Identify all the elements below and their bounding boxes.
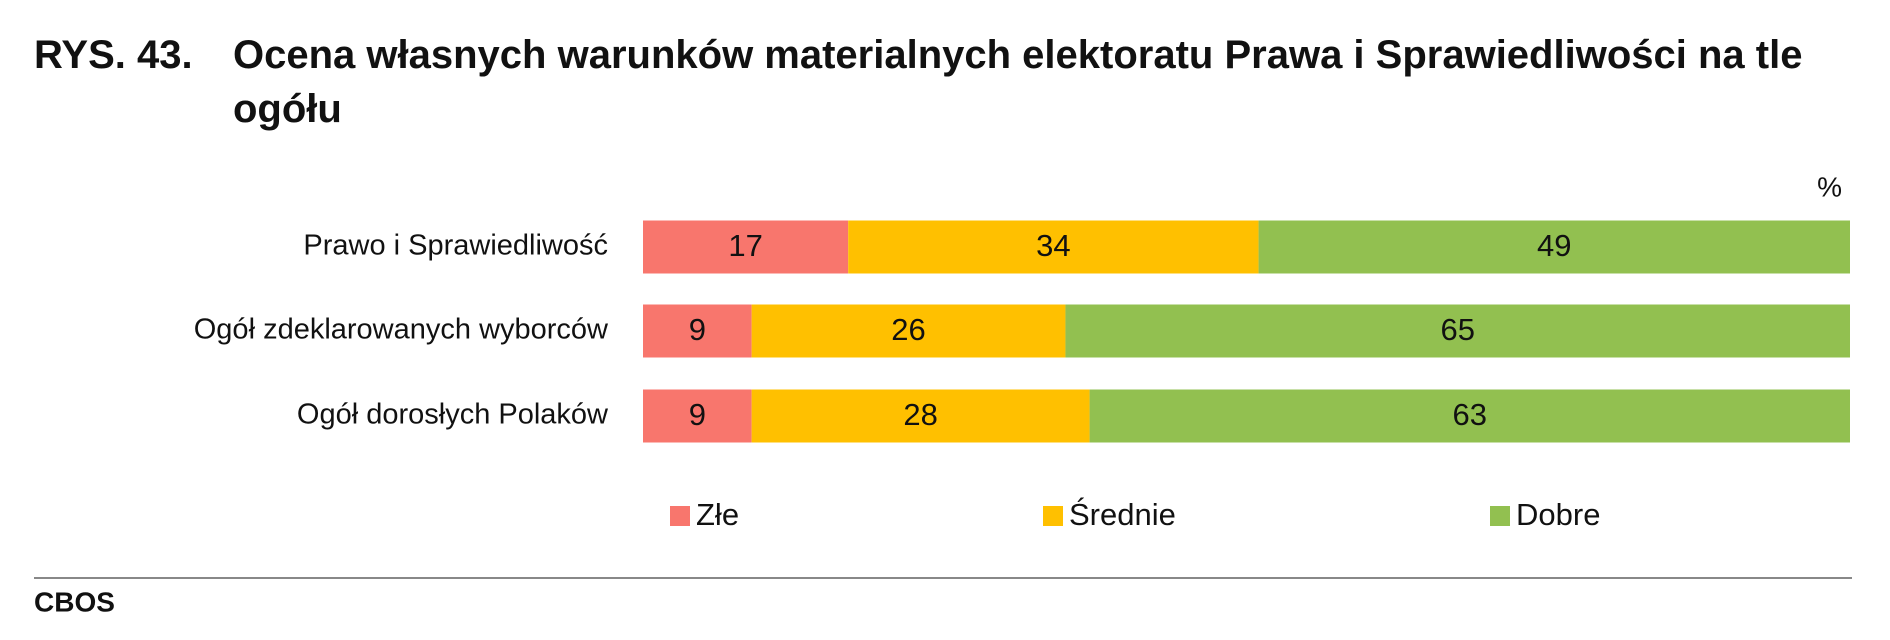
legend-label: Średnie [1069,496,1176,532]
category-label: Ogół zdeklarowanych wyborców [194,314,609,346]
bar-segment [643,304,752,358]
legend-swatch [1043,506,1063,526]
bar-segment [1065,304,1850,358]
value-label: 9 [689,397,706,432]
value-label: 26 [891,312,925,347]
unit-label: % [1817,171,1842,202]
bar-segment [751,389,1090,443]
legend-label: Dobre [1516,497,1600,532]
bar-segment [848,220,1259,274]
bar-segment [643,389,752,443]
bar-segment [751,304,1066,358]
legend-swatch [670,506,690,526]
bar-segment [1258,220,1850,274]
value-label: 63 [1453,397,1487,432]
value-label: 34 [1036,228,1070,263]
value-label: 65 [1440,312,1474,347]
value-label: 28 [903,397,937,432]
value-label: 49 [1537,228,1571,263]
legend-swatch [1490,506,1510,526]
figure-label: RYS. 43. [34,33,193,77]
legend-label: Złe [696,497,739,532]
value-label: 17 [728,228,762,263]
category-label: Ogół dorosłych Polaków [297,399,609,431]
bar-segment [1089,389,1850,443]
bar-segment [643,220,849,274]
category-label: Prawo i Sprawiedliwość [303,230,608,262]
chart-title: Ocena własnych warunków materialnych ele… [233,33,1803,131]
source: CBOS [34,586,115,617]
value-label: 9 [689,312,706,347]
